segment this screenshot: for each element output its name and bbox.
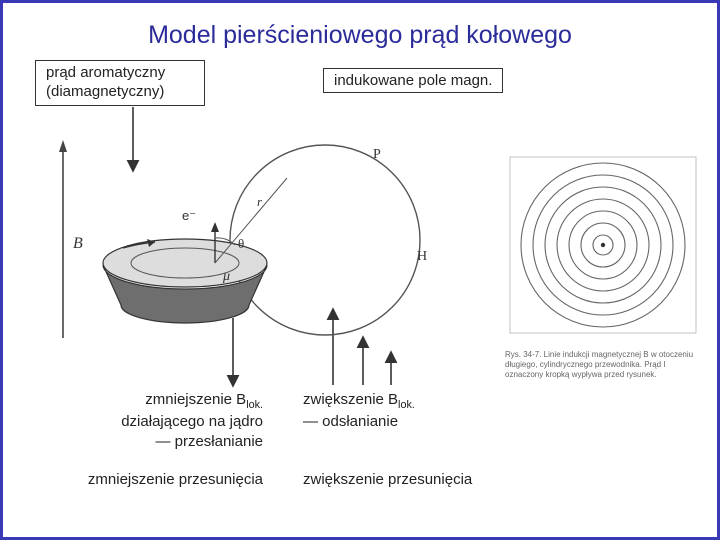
figure-concentric-field bbox=[508, 155, 698, 345]
label-H: H bbox=[417, 249, 427, 264]
label-electron: e⁻ bbox=[182, 208, 196, 224]
label-decrease-shift: zmniejszenie przesunięcia bbox=[33, 470, 263, 490]
content-region: prąd aromatyczny (diamagnetyczny) induko… bbox=[3, 60, 717, 524]
label-increase-shift: zwiększenie przesunięcia bbox=[303, 470, 523, 490]
label-theta: θ bbox=[238, 236, 244, 251]
page-title: Model pierścieniowego prąd kołowego bbox=[3, 3, 717, 60]
figure-ring-current: B P H μ r θ bbox=[55, 130, 450, 360]
caption-concentric: Rys. 34-7. Linie indukcji magnetycznej B… bbox=[505, 350, 705, 380]
label-increase-blok: zwiększenie Blok. — odsłanianie bbox=[303, 390, 473, 432]
label-mu: μ bbox=[222, 269, 230, 284]
label-B: B bbox=[73, 235, 83, 252]
label-decrease-blok: zmniejszenie Blok. działającego na jądro… bbox=[63, 390, 263, 451]
label-P: P bbox=[373, 147, 381, 162]
